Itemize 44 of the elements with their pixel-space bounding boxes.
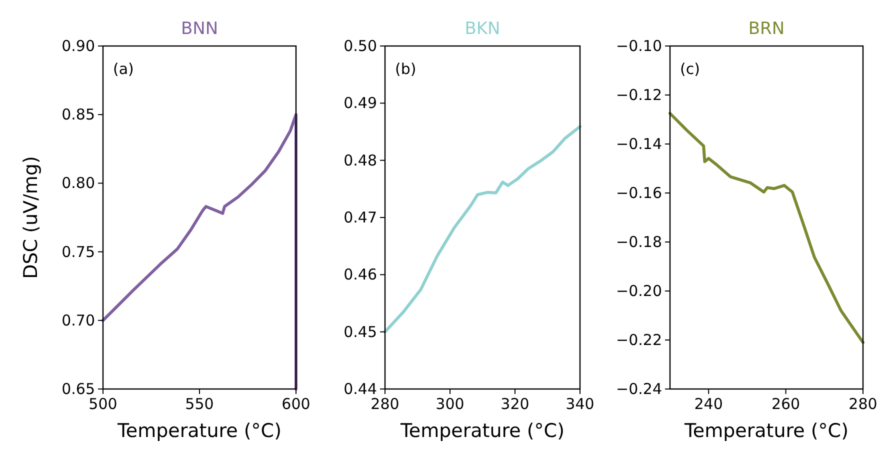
y-tick-label: −0.12 [616,86,662,104]
y-tick-label: 0.48 [344,151,377,170]
y-tick-label: 0.49 [344,94,377,112]
y-tick-label: 0.65 [62,380,95,398]
x-tick-label: 280 [370,395,400,413]
y-tick-label: 0.70 [62,311,95,330]
y-tick-label: −0.20 [616,282,662,300]
chart-title: BKN [464,19,500,39]
x-tick-label: 600 [282,395,310,413]
y-tick-label: 0.45 [344,322,377,341]
x-tick-label: 240 [694,395,723,413]
y-tick-label: −0.10 [616,37,662,55]
x-tick-label: 260 [771,395,800,413]
annotation: (c) [680,60,700,78]
y-tick-label: −0.14 [616,135,662,153]
y-axis-title: DSC (uV/mg) [20,156,42,279]
chart-title: BNN [180,19,218,39]
y-tick-label: 0.46 [344,266,377,284]
y-tick-label: −0.22 [616,331,662,349]
y-tick-label: −0.16 [616,184,662,202]
y-tick-label: 0.50 [344,37,377,55]
x-axis-title: Temperature (°C) [116,420,282,442]
chart-title: BRN [748,19,785,39]
y-tick-label: 0.90 [62,37,95,55]
x-axis-title: Temperature (°C) [400,420,564,442]
x-tick-label: 500 [88,395,118,413]
y-tick-label: 0.44 [344,380,377,398]
y-tick-label: −0.18 [616,233,662,251]
y-tick-label: −0.24 [616,380,662,398]
annotation: (b) [395,60,416,78]
x-tick-label: 280 [848,395,878,413]
y-tick-label: 0.85 [62,106,95,124]
x-tick-label: 550 [185,395,214,413]
x-tick-label: 320 [500,395,530,413]
y-tick-label: 0.75 [62,242,95,261]
line-series [668,112,864,344]
x-tick-label: 340 [566,395,594,413]
y-tick-label: 0.80 [62,174,95,192]
annotation: (a) [113,60,134,78]
line-series [384,125,582,334]
x-axis-title: Temperature (°C) [684,420,848,442]
x-tick-label: 300 [436,395,464,413]
line-series [102,113,298,390]
y-tick-label: 0.47 [344,208,377,226]
